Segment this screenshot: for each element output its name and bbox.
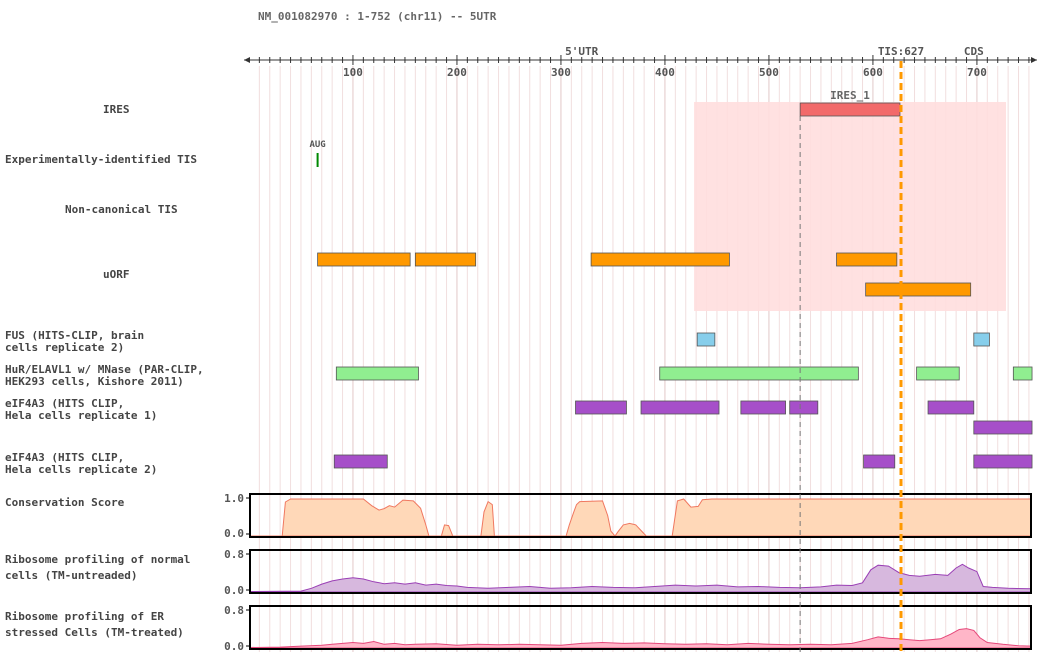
track-label-ires: IRES bbox=[103, 103, 130, 116]
track-label-noncanonical-tis: Non-canonical TIS bbox=[65, 203, 178, 216]
position-ruler: 5'UTR TIS:627 CDS 100 200 300 400 500 600 700 bbox=[244, 45, 1037, 79]
fus-feature bbox=[696, 332, 716, 347]
feature-layer: IRES_1 AUG bbox=[309, 89, 1033, 469]
ribo-er-ytick-min: 0.0 bbox=[224, 640, 244, 653]
ruler-arrow-right bbox=[1031, 57, 1037, 63]
eif4a3_1-feature bbox=[789, 400, 819, 415]
track-label-hur: HuR/ELAVL1 w/ MNase (PAR-CLIP, HEK293 ce… bbox=[5, 363, 210, 388]
ruler-arrow-left bbox=[244, 57, 250, 63]
eif4a3_2-feature bbox=[863, 454, 896, 469]
ruler-tick-label: 100 bbox=[343, 66, 363, 79]
track-label-ribo-er: Ribosome profiling of ER stressed Cells … bbox=[5, 610, 184, 639]
uorf-feature bbox=[590, 252, 730, 267]
ruler-tick-label: 700 bbox=[967, 66, 987, 79]
ribo-normal-ytick-min: 0.0 bbox=[224, 584, 244, 597]
hur-feature bbox=[1012, 366, 1033, 381]
ribo_normal-frame bbox=[249, 549, 1032, 594]
ribo_er-frame bbox=[249, 605, 1032, 650]
highlight-region bbox=[694, 102, 1007, 311]
ribo-normal-ytick-max: 0.8 bbox=[224, 548, 244, 561]
ruler-tick-label: 400 bbox=[655, 66, 675, 79]
eif4a3_1-feature bbox=[927, 400, 975, 415]
marker-overlay bbox=[799, 61, 903, 655]
utr5-marker-label: 5'UTR bbox=[565, 45, 598, 58]
exp_tis-tick-label: AUG bbox=[309, 140, 325, 150]
hur-feature bbox=[916, 366, 960, 381]
ribo_normal-area bbox=[249, 563, 1032, 593]
track-label-eif4a3-rep1: eIF4A3 (HITS CLIP, Hela cells replicate … bbox=[5, 397, 157, 422]
ribo-er-ytick-max: 0.8 bbox=[224, 604, 244, 617]
eif4a3_1-feature bbox=[575, 400, 627, 415]
uorf-feature bbox=[865, 282, 972, 297]
fus-feature bbox=[973, 332, 990, 347]
track-label-exp-tis: Experimentally-identified TIS bbox=[5, 153, 197, 166]
track-label-uorf: uORF bbox=[103, 268, 130, 281]
ires-feature-label: IRES_1 bbox=[830, 89, 870, 102]
ruler-tick-label: 200 bbox=[447, 66, 467, 79]
eif4a3_2-feature bbox=[333, 454, 388, 469]
eif4a3_1-feature bbox=[740, 400, 786, 415]
track-label-eif4a3-rep2: eIF4A3 (HITS CLIP, Hela cells replicate … bbox=[5, 451, 157, 476]
uorf-feature bbox=[414, 252, 477, 267]
eif4a3_2-feature bbox=[973, 454, 1033, 469]
hur-feature bbox=[335, 366, 419, 381]
conservation-ytick-max: 1.0 bbox=[224, 492, 244, 505]
uorf-feature bbox=[317, 252, 411, 267]
conservation-frame bbox=[249, 493, 1032, 538]
cds-marker-label: CDS bbox=[964, 45, 984, 58]
ruler-tick-label: 600 bbox=[863, 66, 883, 79]
track-label-fus: FUS (HITS-CLIP, brain cells replicate 2) bbox=[5, 329, 151, 354]
track-label-ribo-normal: Ribosome profiling of normal cells (TM-u… bbox=[5, 553, 197, 582]
signal-layer bbox=[246, 493, 1032, 650]
ribo_er-area bbox=[249, 628, 1032, 649]
ruler-tick-label: 500 bbox=[759, 66, 779, 79]
highlight-rect bbox=[694, 102, 1007, 311]
ires-feature bbox=[799, 102, 901, 117]
tis-marker-label: TIS:627 bbox=[878, 45, 924, 58]
conservation-area bbox=[250, 498, 1032, 537]
eif4a3_1-feature bbox=[640, 400, 720, 415]
hur-feature bbox=[659, 366, 859, 381]
chart-title: NM_001082970 : 1-752 (chr11) -- 5UTR bbox=[258, 10, 497, 23]
eif4a3_1-feature bbox=[973, 420, 1033, 435]
ruler-tick-label: 300 bbox=[551, 66, 571, 79]
track-label-conservation: Conservation Score bbox=[5, 496, 125, 509]
conservation-ytick-min: 0.0 bbox=[224, 527, 244, 540]
uorf-feature bbox=[836, 252, 898, 267]
